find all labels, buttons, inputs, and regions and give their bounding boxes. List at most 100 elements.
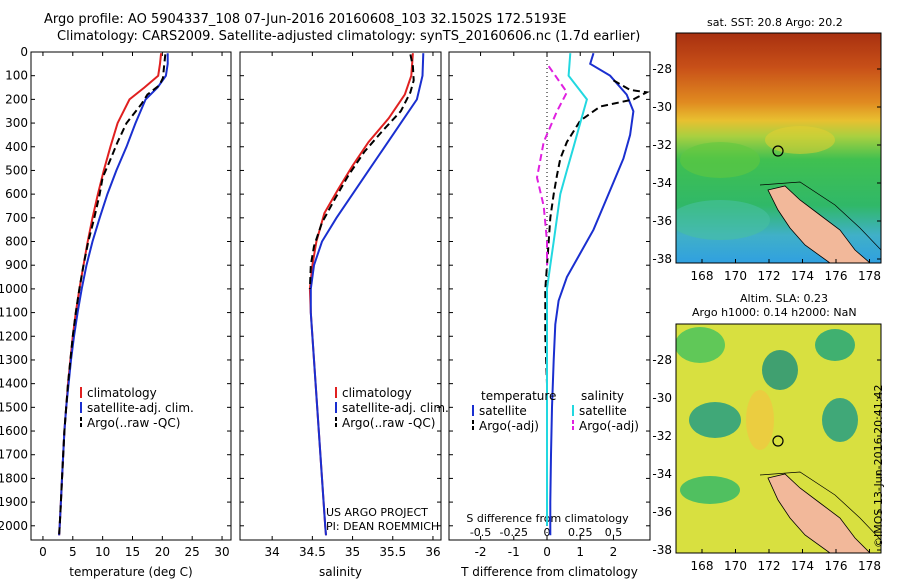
bathymetry-contour [759, 471, 881, 541]
y-tick-label: 100 [5, 69, 28, 83]
sla-map-title-line-1: Altim. SLA: 0.23 [740, 292, 829, 305]
x-tick-label: -1 [508, 545, 520, 559]
map-x-tick-label: 174 [791, 269, 814, 283]
sst-patch [765, 126, 835, 154]
x2-tick-label: 0.5 [605, 526, 623, 539]
x-tick-label: 20 [155, 545, 170, 559]
x-tick-label: 0 [39, 545, 47, 559]
sst-map-frame [675, 32, 882, 264]
map-x-tick-label: 172 [758, 559, 781, 573]
x-axis-label: temperature (deg C) [69, 565, 192, 579]
y-tick-label: 500 [5, 163, 28, 177]
legend-label: Argo(..raw -QC) [87, 416, 180, 430]
sla-eddy [680, 476, 740, 504]
map-y-tick-label: -34 [652, 176, 672, 190]
y-tick-label: 1400 [0, 377, 28, 391]
map-y-tick-label: -32 [652, 429, 672, 443]
y-tick-label: 1300 [0, 353, 28, 367]
sla-map [676, 324, 881, 553]
land-new-zealand [767, 185, 871, 263]
sla-eddy [822, 398, 858, 442]
series-line [309, 53, 425, 536]
legend-title: temperature [481, 389, 556, 403]
x-tick-label: 2 [610, 545, 618, 559]
x-tick-label: 25 [185, 545, 200, 559]
map-x-tick-label: 176 [825, 269, 848, 283]
y-tick-label: 300 [5, 116, 28, 130]
series-line [549, 52, 635, 536]
x-tick-label: 34.5 [299, 545, 326, 559]
x-tick-label: -2 [475, 545, 487, 559]
map-y-tick-label: -36 [652, 214, 672, 228]
map-y-tick-label: -28 [652, 62, 672, 76]
map-y-tick-label: -36 [652, 505, 672, 519]
x2-tick-label: 0.25 [568, 526, 593, 539]
y-tick-label: 1600 [0, 424, 28, 438]
map-y-tick-label: -28 [652, 353, 672, 367]
sst-map [676, 33, 881, 263]
y-tick-label: 900 [5, 258, 28, 272]
legend-label: Argo(..raw -QC) [342, 416, 435, 430]
sst-map-title: sat. SST: 20.8 Argo: 20.2 [707, 16, 843, 29]
map-y-tick-label: -38 [652, 543, 672, 557]
x-tick-label: 35 [345, 545, 360, 559]
plot-frame [30, 51, 232, 541]
sst-patch [676, 200, 770, 240]
sla-map-title-line-2: Argo h1000: 0.14 h2000: NaN [692, 306, 857, 319]
profile-panel-3: -2 -1 0 1 2 T difference from climatology -0.5… [448, 51, 651, 579]
sla-eddy [676, 327, 725, 363]
map-x-tick-label: 168 [691, 559, 714, 573]
legend-label: climatology [87, 386, 157, 400]
y-tick-label: 1500 [0, 400, 28, 414]
sst-patch [680, 142, 760, 178]
y-tick-label: 1800 [0, 471, 28, 485]
map-y-tick-label: -30 [652, 100, 672, 114]
legend-label: climatology [342, 386, 412, 400]
x-tick-label: 10 [95, 545, 110, 559]
map-y-tick-label: -32 [652, 138, 672, 152]
profile-panel-1: 0 5 10 15 20 25 30 temperature (deg C) 0 100 200 30… [0, 45, 232, 579]
series-line [308, 54, 415, 289]
map-y-tick-label: -38 [652, 252, 672, 266]
legend-title: salinity [581, 389, 624, 403]
argo-location-marker [772, 145, 784, 157]
legend-label: Argo(-adj) [579, 419, 639, 433]
project-line-1: US ARGO PROJECT [326, 506, 428, 519]
x-tick-label: 0 [543, 545, 551, 559]
x-tick-label: 1 [576, 545, 584, 559]
land-new-zealand [767, 473, 871, 553]
argo-location-marker [772, 435, 784, 447]
map-x-tick-label: 176 [825, 559, 848, 573]
x-tick-label: 15 [125, 545, 140, 559]
legend-label: satellite-adj. clim. [342, 401, 449, 415]
map-x-tick-label: 170 [724, 269, 747, 283]
bathymetry-contour [759, 181, 881, 251]
sla-eddy [815, 329, 855, 361]
legend-label: satellite [479, 404, 527, 418]
map-x-tick-label: 170 [724, 559, 747, 573]
x-tick-label: 36 [425, 545, 440, 559]
sla-eddy [746, 390, 774, 450]
y-tick-label: 200 [5, 92, 28, 106]
sla-eddy [689, 402, 741, 438]
sla-map-frame [675, 323, 882, 554]
y-tick-label: 800 [5, 235, 28, 249]
legend-label: satellite [579, 404, 627, 418]
x-axis-label: T difference from climatology [460, 565, 638, 579]
title-line-1: Argo profile: AO 5904337_108 07-Jun-2016… [44, 12, 567, 27]
y-tick-label: 1200 [0, 329, 28, 343]
sla-eddy [762, 350, 798, 390]
y-tick-label: 2000 [0, 519, 28, 533]
copyright-label: ©IMOS 13-Jun-2016 20:41:42 [872, 384, 885, 548]
map-y-tick-label: -34 [652, 467, 672, 481]
x-tick-label: 30 [214, 545, 229, 559]
plot-frame [448, 51, 651, 541]
y-tick-label: 1900 [0, 495, 28, 509]
y-tick-label: 1700 [0, 448, 28, 462]
title-line-2: Climatology: CARS2009. Satellite-adjuste… [57, 29, 641, 44]
profile-panel-2: 34 34.5 35 35.5 36 salinity climatologysatelli… [239, 51, 449, 579]
project-line-2: PI: DEAN ROEMMICH [326, 520, 440, 533]
y-tick-label: 400 [5, 140, 28, 154]
x2-tick-label: -0.5 [470, 526, 491, 539]
